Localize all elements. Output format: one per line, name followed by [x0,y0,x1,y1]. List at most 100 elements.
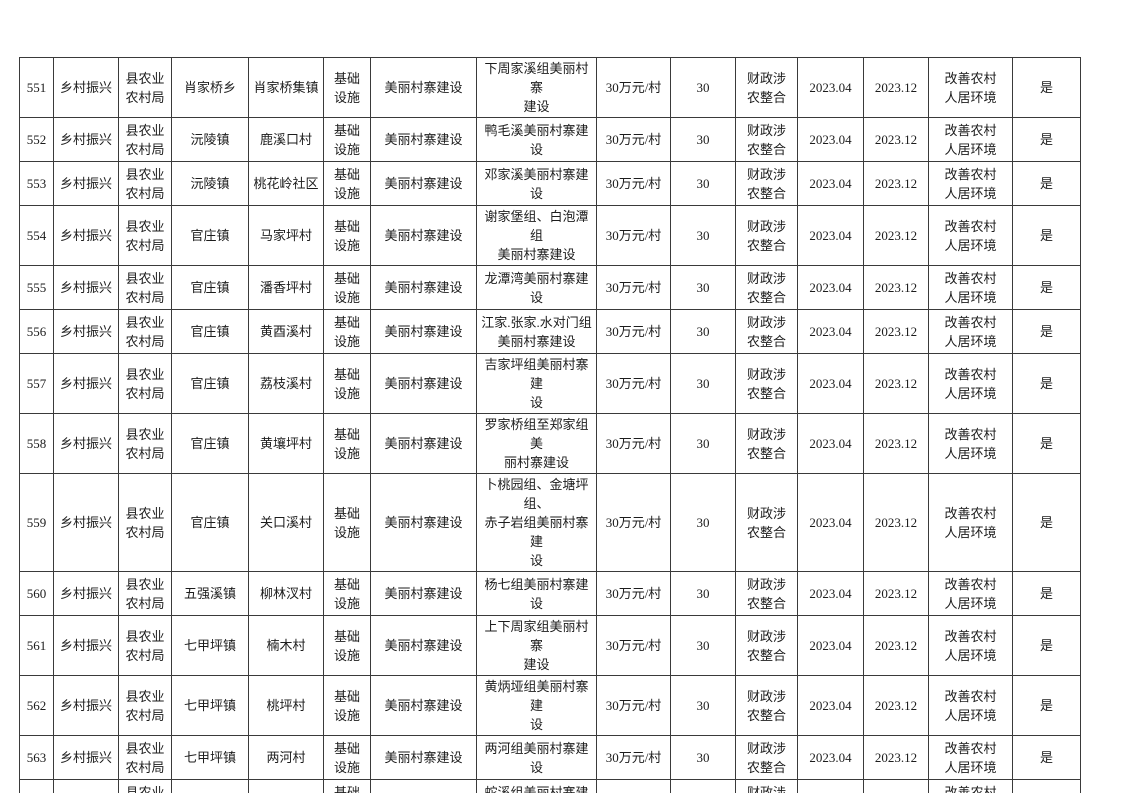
cell-competent_unit: 县农业 农村局 [118,309,172,354]
table-row: 561 乡村振兴 县农业 农村局 七甲坪镇 楠木村 基础 设施 美丽村寨建设 上下周家组美丽村… [19,615,1081,676]
cell-start_date: 2023.04 [797,615,864,676]
table-row: 554 乡村振兴 县农业 农村局 官庄镇 马家坪村 基础 设施 美丽村寨建设 谢家堡组、白泡潭… [19,205,1081,266]
cell-start_date: 2023.04 [797,413,864,474]
cell-expected_benefit: 改善农村 人居环境 [928,779,1013,793]
cell-village: 徐家村 [248,779,324,793]
cell-subsidy_standard: 30万元/村 [596,735,671,780]
cell-competent_unit: 县农业 农村局 [118,571,172,616]
cell-construction_content: 龙潭湾美丽村寨建设 [476,265,597,310]
cell-competent_unit: 县农业 农村局 [118,353,172,414]
cell-row_no: 555 [19,265,54,310]
cell-is_included: 是 [1012,735,1081,780]
cell-start_date: 2023.04 [797,779,864,793]
table-row: 562 乡村振兴 县农业 农村局 七甲坪镇 桃坪村 基础 设施 美丽村寨建设 黄炳垭组美丽村寨… [19,675,1081,736]
cell-row_no: 557 [19,353,54,414]
cell-category_detail: 美丽村寨建设 [370,353,477,414]
cell-expected_benefit: 改善农村 人居环境 [928,735,1013,780]
cell-subsidy_standard: 30万元/村 [596,473,671,572]
cell-end_date: 2023.12 [863,779,929,793]
cell-project_category: 基础 设施 [323,413,371,474]
cell-row_no: 561 [19,615,54,676]
cell-subsidy_standard: 30万元/村 [596,779,671,793]
cell-subsidy_standard: 30万元/村 [596,615,671,676]
cell-project_category: 基础 设施 [323,309,371,354]
cell-category_detail: 美丽村寨建设 [370,779,477,793]
cell-town: 沅陵镇 [171,161,249,206]
table-row: 559 乡村振兴 县农业 农村局 官庄镇 关口溪村 基础 设施 美丽村寨建设 卜桃园组、金塘坪… [19,473,1081,572]
cell-funds: 30 [670,353,736,414]
cell-fund_source: 财政涉 农整合 [735,309,798,354]
cell-fund_source: 财政涉 农整合 [735,779,798,793]
cell-start_date: 2023.04 [797,161,864,206]
cell-project_type: 乡村振兴 [53,309,119,354]
table-row: 558 乡村振兴 县农业 农村局 官庄镇 黄壤坪村 基础 设施 美丽村寨建设 罗家桥组至郑家组… [19,413,1081,474]
cell-row_no: 558 [19,413,54,474]
cell-row_no: 559 [19,473,54,572]
cell-subsidy_standard: 30万元/村 [596,117,671,162]
cell-is_included: 是 [1012,779,1081,793]
cell-village: 马家坪村 [248,205,324,266]
cell-project_category: 基础 设施 [323,265,371,310]
cell-funds: 30 [670,413,736,474]
cell-funds: 30 [670,735,736,780]
cell-funds: 30 [670,309,736,354]
cell-funds: 30 [670,571,736,616]
cell-category_detail: 美丽村寨建设 [370,117,477,162]
cell-competent_unit: 县农业 农村局 [118,265,172,310]
cell-project_category: 基础 设施 [323,57,371,118]
cell-funds: 30 [670,57,736,118]
cell-competent_unit: 县农业 农村局 [118,413,172,474]
table-row: 557 乡村振兴 县农业 农村局 官庄镇 荔枝溪村 基础 设施 美丽村寨建设 吉家坪组美丽村寨… [19,353,1081,414]
cell-project_category: 基础 设施 [323,615,371,676]
cell-subsidy_standard: 30万元/村 [596,265,671,310]
cell-is_included: 是 [1012,265,1081,310]
cell-village: 柳林汊村 [248,571,324,616]
cell-category_detail: 美丽村寨建设 [370,265,477,310]
cell-is_included: 是 [1012,309,1081,354]
cell-start_date: 2023.04 [797,117,864,162]
cell-project_type: 乡村振兴 [53,353,119,414]
cell-end_date: 2023.12 [863,571,929,616]
cell-village: 桃花岭社区 [248,161,324,206]
cell-subsidy_standard: 30万元/村 [596,675,671,736]
cell-subsidy_standard: 30万元/村 [596,57,671,118]
cell-village: 桃坪村 [248,675,324,736]
cell-village: 潘香坪村 [248,265,324,310]
cell-is_included: 是 [1012,615,1081,676]
cell-funds: 30 [670,615,736,676]
cell-end_date: 2023.12 [863,309,929,354]
cell-end_date: 2023.12 [863,205,929,266]
cell-project_type: 乡村振兴 [53,675,119,736]
cell-fund_source: 财政涉 农整合 [735,265,798,310]
cell-is_included: 是 [1012,117,1081,162]
cell-project_type: 乡村振兴 [53,413,119,474]
cell-subsidy_standard: 30万元/村 [596,161,671,206]
cell-town: 凉水井镇 [171,779,249,793]
cell-funds: 30 [670,117,736,162]
cell-row_no: 564 [19,779,54,793]
cell-competent_unit: 县农业 农村局 [118,735,172,780]
cell-is_included: 是 [1012,413,1081,474]
cell-category_detail: 美丽村寨建设 [370,205,477,266]
cell-project_category: 基础 设施 [323,779,371,793]
cell-end_date: 2023.12 [863,413,929,474]
table-row: 556 乡村振兴 县农业 农村局 官庄镇 黄酉溪村 基础 设施 美丽村寨建设 江家.张家.水对… [19,309,1081,354]
cell-construction_content: 罗家桥组至郑家组美 丽村寨建设 [476,413,597,474]
table-row: 553 乡村振兴 县农业 农村局 沅陵镇 桃花岭社区 基础 设施 美丽村寨建设 邓家溪美丽村寨… [19,161,1081,206]
cell-end_date: 2023.12 [863,117,929,162]
cell-start_date: 2023.04 [797,265,864,310]
table-row: 564乡村振兴县农业 农村局凉水井镇徐家村基础 设施美丽村寨建设蛇溪组美丽村寨建… [19,779,1081,793]
cell-project_type: 乡村振兴 [53,779,119,793]
cell-row_no: 553 [19,161,54,206]
cell-construction_content: 上下周家组美丽村寨 建设 [476,615,597,676]
cell-village: 两河村 [248,735,324,780]
cell-construction_content: 下周家溪组美丽村寨 建设 [476,57,597,118]
cell-competent_unit: 县农业 农村局 [118,161,172,206]
cell-subsidy_standard: 30万元/村 [596,571,671,616]
cell-construction_content: 卜桃园组、金塘坪组、 赤子岩组美丽村寨建 设 [476,473,597,572]
cell-competent_unit: 县农业 农村局 [118,675,172,736]
cell-category_detail: 美丽村寨建设 [370,473,477,572]
cell-category_detail: 美丽村寨建设 [370,735,477,780]
cell-fund_source: 财政涉 农整合 [735,571,798,616]
cell-expected_benefit: 改善农村 人居环境 [928,57,1013,118]
